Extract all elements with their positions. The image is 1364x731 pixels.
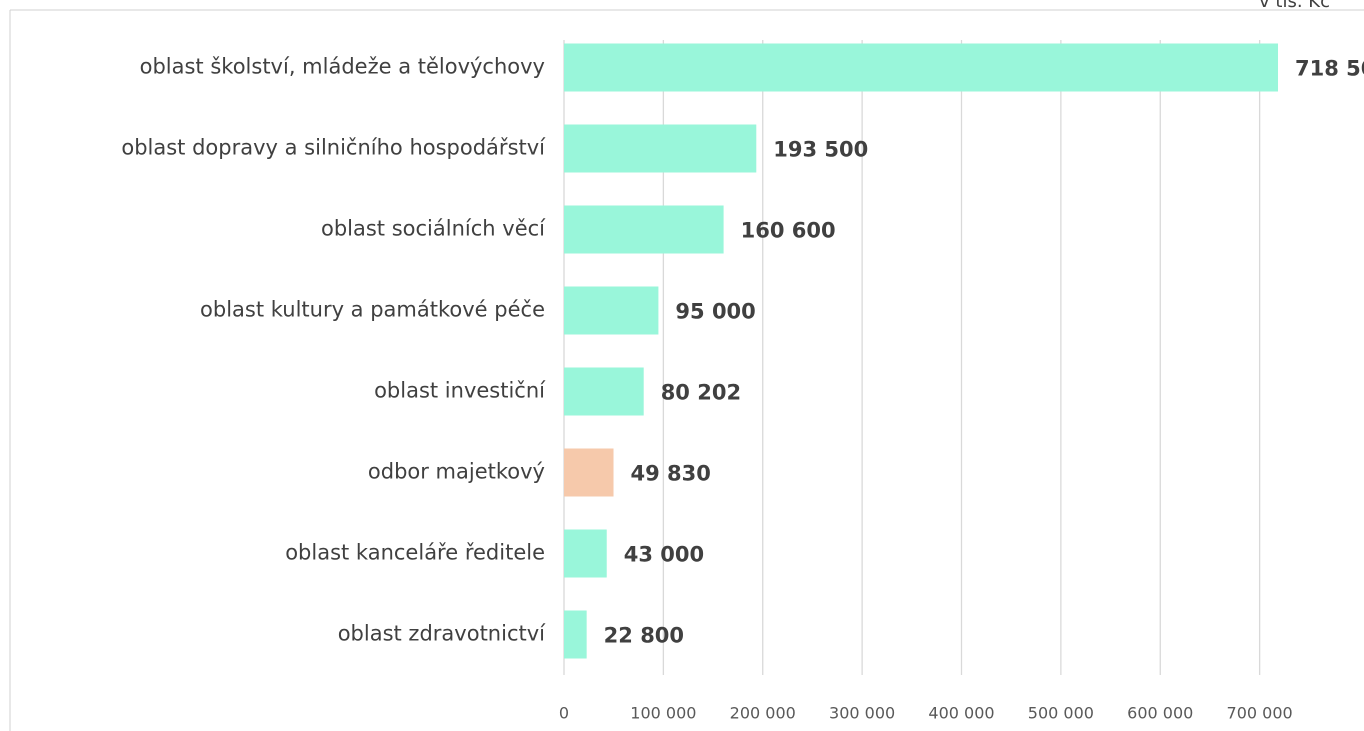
bar <box>564 529 607 578</box>
x-tick-label: 500 000 <box>1028 704 1094 723</box>
value-label: 80 202 <box>661 381 741 405</box>
x-tick-label: 700 000 <box>1227 704 1293 723</box>
category-label: oblast investiční <box>374 379 546 403</box>
unit-note: v tis. Kč <box>1259 0 1330 12</box>
category-label: oblast zdravotnictví <box>338 622 546 646</box>
x-tick-label: 0 <box>559 704 569 723</box>
bar <box>564 610 587 659</box>
category-label: oblast kultury a památkové péče <box>200 298 545 322</box>
x-tick-label: 600 000 <box>1127 704 1193 723</box>
category-label: odbor majetkový <box>368 460 545 484</box>
bar <box>564 448 614 497</box>
bar <box>564 124 757 173</box>
x-tick-label: 400 000 <box>928 704 994 723</box>
category-label: oblast dopravy a silničního hospodářství <box>121 136 546 160</box>
x-tick-label: 300 000 <box>829 704 895 723</box>
value-label: 718 500 <box>1295 57 1364 81</box>
value-label: 49 830 <box>631 462 711 486</box>
bar <box>564 205 724 254</box>
bar <box>564 286 659 335</box>
category-label: oblast sociálních věcí <box>321 217 546 241</box>
bar <box>564 43 1279 92</box>
category-label: oblast školství, mládeže a tělovýchovy <box>140 55 545 79</box>
value-label: 193 500 <box>773 138 868 162</box>
bar <box>564 367 644 416</box>
value-label: 95 000 <box>675 300 755 324</box>
x-tick-label: 100 000 <box>630 704 696 723</box>
x-tick-label: 200 000 <box>730 704 796 723</box>
value-label: 22 800 <box>604 624 684 648</box>
value-label: 43 000 <box>624 543 704 567</box>
value-label: 160 600 <box>741 219 836 243</box>
category-label: oblast kanceláře ředitele <box>285 541 545 565</box>
